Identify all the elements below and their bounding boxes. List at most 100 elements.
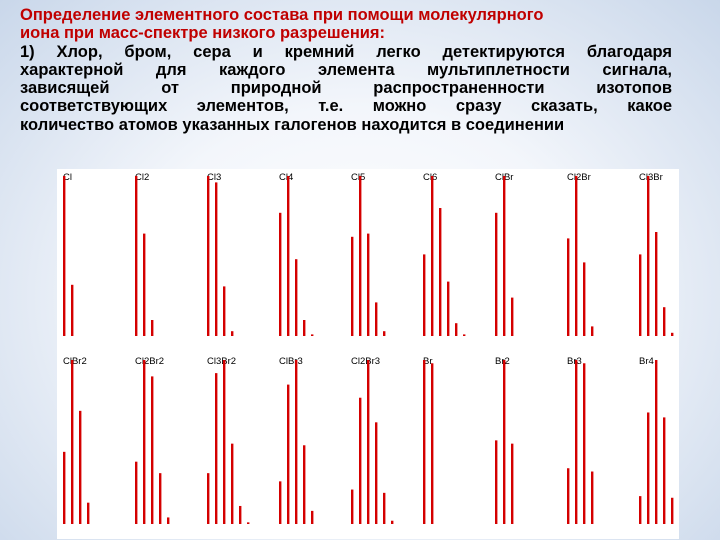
- pattern-label: Cl6: [423, 172, 437, 183]
- title-line: иона при масс-спектре низкого разрешения…: [20, 24, 386, 43]
- pattern-label: Cl3Br: [639, 172, 663, 183]
- isotope-peak-bar: [503, 360, 506, 524]
- isotope-peak-bar: [63, 451, 66, 524]
- isotope-peak-bar: [359, 397, 362, 524]
- isotope-peak-bar: [591, 471, 594, 524]
- isotope-peak-bar: [215, 373, 218, 524]
- isotope-peak-bar: [207, 473, 210, 524]
- isotope-peak-bar: [671, 332, 674, 336]
- pattern-label: ClBr2: [63, 356, 87, 367]
- isotope-peak-bar: [431, 363, 434, 524]
- isotope-peak-bar: [295, 259, 298, 336]
- isotope-peak-bar: [503, 176, 506, 336]
- isotope-peak-bar: [71, 360, 74, 524]
- isotope-peak-bar: [391, 520, 394, 524]
- pattern-label: Cl2Br2: [135, 356, 164, 367]
- isotope-pattern-chart: ClCl2Cl3Cl4Cl5Cl6ClBrCl2BrCl3BrClBr2Cl2B…: [63, 172, 674, 524]
- isotope-peak-bar: [151, 320, 154, 336]
- slide-text: Определение элементного состава при помо…: [20, 6, 672, 134]
- body-line: соответствующих элементов, т.е. можно ср…: [20, 97, 672, 116]
- isotope-peak-bar: [143, 233, 146, 336]
- pattern-label: Cl4: [279, 172, 293, 183]
- isotope-peak-bar: [287, 384, 290, 524]
- body-line: 1) Хлор, бром, сера и кремний легко дете…: [20, 42, 672, 61]
- isotope-peak-bar: [247, 522, 250, 524]
- slide-body: 1) Хлор, бром, сера и кремний легко дете…: [20, 43, 672, 134]
- pattern-label: Br4: [639, 356, 654, 367]
- isotope-peak-bar: [367, 233, 370, 336]
- pattern-label: Br2: [495, 356, 510, 367]
- isotope-peak-bar: [375, 302, 378, 336]
- pattern-label: Cl5: [351, 172, 365, 183]
- isotope-peak-bar: [575, 360, 578, 524]
- pattern-label: Br: [423, 356, 433, 367]
- isotope-peak-bar: [223, 286, 226, 336]
- isotope-peak-bar: [135, 176, 138, 336]
- isotope-peak-bar: [143, 360, 146, 524]
- isotope-peak-bar: [583, 262, 586, 336]
- title-line: Определение элементного состава при помо…: [20, 6, 544, 24]
- isotope-peak-bar: [463, 334, 466, 336]
- pattern-label: Cl3: [207, 172, 221, 183]
- isotope-peak-bar: [151, 376, 154, 524]
- isotope-peak-bar: [511, 297, 514, 336]
- isotope-peak-bar: [447, 281, 450, 336]
- isotope-peak-bar: [135, 461, 138, 524]
- isotope-peak-bar: [383, 331, 386, 336]
- isotope-peak-bar: [455, 323, 458, 336]
- isotope-peak-bar: [231, 443, 234, 524]
- isotope-peak-bar: [431, 176, 434, 336]
- isotope-peak-bar: [663, 417, 666, 524]
- isotope-peak-bar: [351, 236, 354, 336]
- isotope-peak-bar: [655, 232, 658, 336]
- isotope-peak-bar: [231, 331, 234, 336]
- pattern-label: ClBr3: [279, 356, 303, 367]
- isotope-peak-bar: [495, 440, 498, 524]
- slide-title: Определение элементного состава при помо…: [20, 6, 672, 43]
- isotope-peak-bar: [87, 502, 90, 524]
- isotope-peak-bar: [383, 492, 386, 524]
- isotope-peak-bar: [311, 334, 314, 336]
- pattern-label: Br3: [567, 356, 582, 367]
- isotope-peak-bar: [351, 489, 354, 524]
- isotope-peak-bar: [215, 182, 218, 336]
- isotope-peak-bar: [423, 254, 426, 336]
- isotope-peak-bar: [647, 412, 650, 524]
- isotope-peak-bar: [647, 176, 650, 336]
- pattern-label: Cl2Br3: [351, 356, 380, 367]
- isotope-pattern-panel: ClCl2Cl3Cl4Cl5Cl6ClBrCl2BrCl3BrClBr2Cl2B…: [57, 169, 679, 539]
- body-line: характерной для каждого элемента мультип…: [20, 60, 672, 79]
- isotope-peak-bar: [663, 307, 666, 336]
- isotope-peak-bar: [79, 410, 82, 524]
- isotope-peak-bar: [575, 176, 578, 336]
- isotope-peak-bar: [495, 212, 498, 336]
- isotope-peak-bar: [159, 473, 162, 524]
- isotope-peak-bar: [279, 212, 282, 336]
- isotope-peak-bar: [367, 360, 370, 524]
- isotope-peak-bar: [223, 360, 226, 524]
- isotope-peak-bar: [279, 481, 282, 524]
- isotope-peak-bar: [375, 422, 378, 524]
- isotope-peak-bar: [567, 468, 570, 524]
- isotope-peak-bar: [423, 360, 426, 524]
- body-line: количество атомов указанных галогенов на…: [20, 115, 565, 134]
- isotope-peak-bar: [207, 176, 210, 336]
- isotope-peak-bar: [591, 326, 594, 336]
- isotope-peak-bar: [311, 510, 314, 524]
- isotope-peak-bar: [567, 238, 570, 336]
- isotope-peak-bar: [583, 363, 586, 524]
- isotope-peak-bar: [303, 320, 306, 336]
- isotope-peak-bar: [439, 208, 442, 336]
- isotope-peak-bar: [511, 443, 514, 524]
- isotope-peak-bar: [655, 360, 658, 524]
- isotope-peak-bar: [71, 284, 74, 336]
- isotope-peak-bar: [167, 517, 170, 524]
- body-line: зависящей от природной распространенност…: [20, 79, 672, 98]
- isotope-peak-bar: [639, 254, 642, 336]
- isotope-peak-bar: [639, 496, 642, 524]
- isotope-peak-bar: [303, 445, 306, 524]
- isotope-peak-bar: [359, 176, 362, 336]
- isotope-peak-bar: [287, 176, 290, 336]
- isotope-peak-bar: [63, 176, 66, 336]
- isotope-peak-bar: [239, 505, 242, 524]
